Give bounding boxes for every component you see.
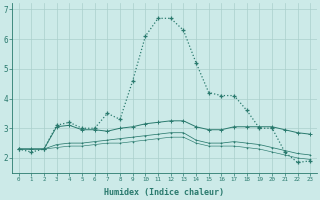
X-axis label: Humidex (Indice chaleur): Humidex (Indice chaleur) xyxy=(104,188,224,197)
